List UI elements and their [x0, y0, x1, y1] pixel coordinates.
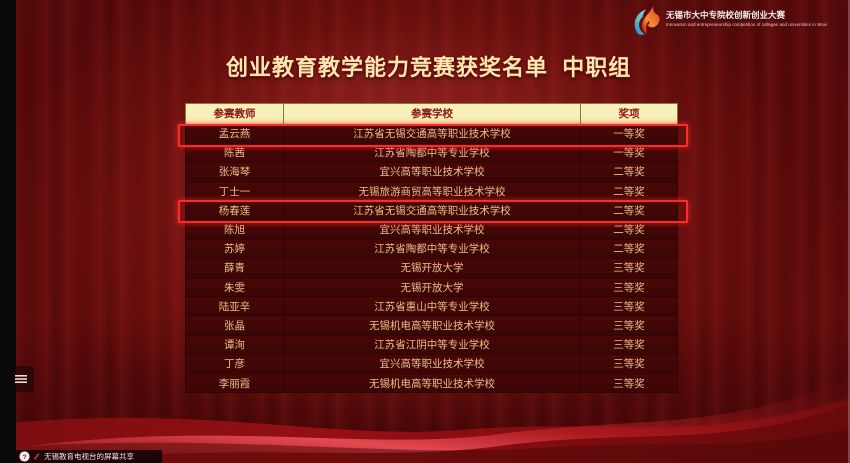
svg-text:?: ?: [22, 454, 26, 461]
